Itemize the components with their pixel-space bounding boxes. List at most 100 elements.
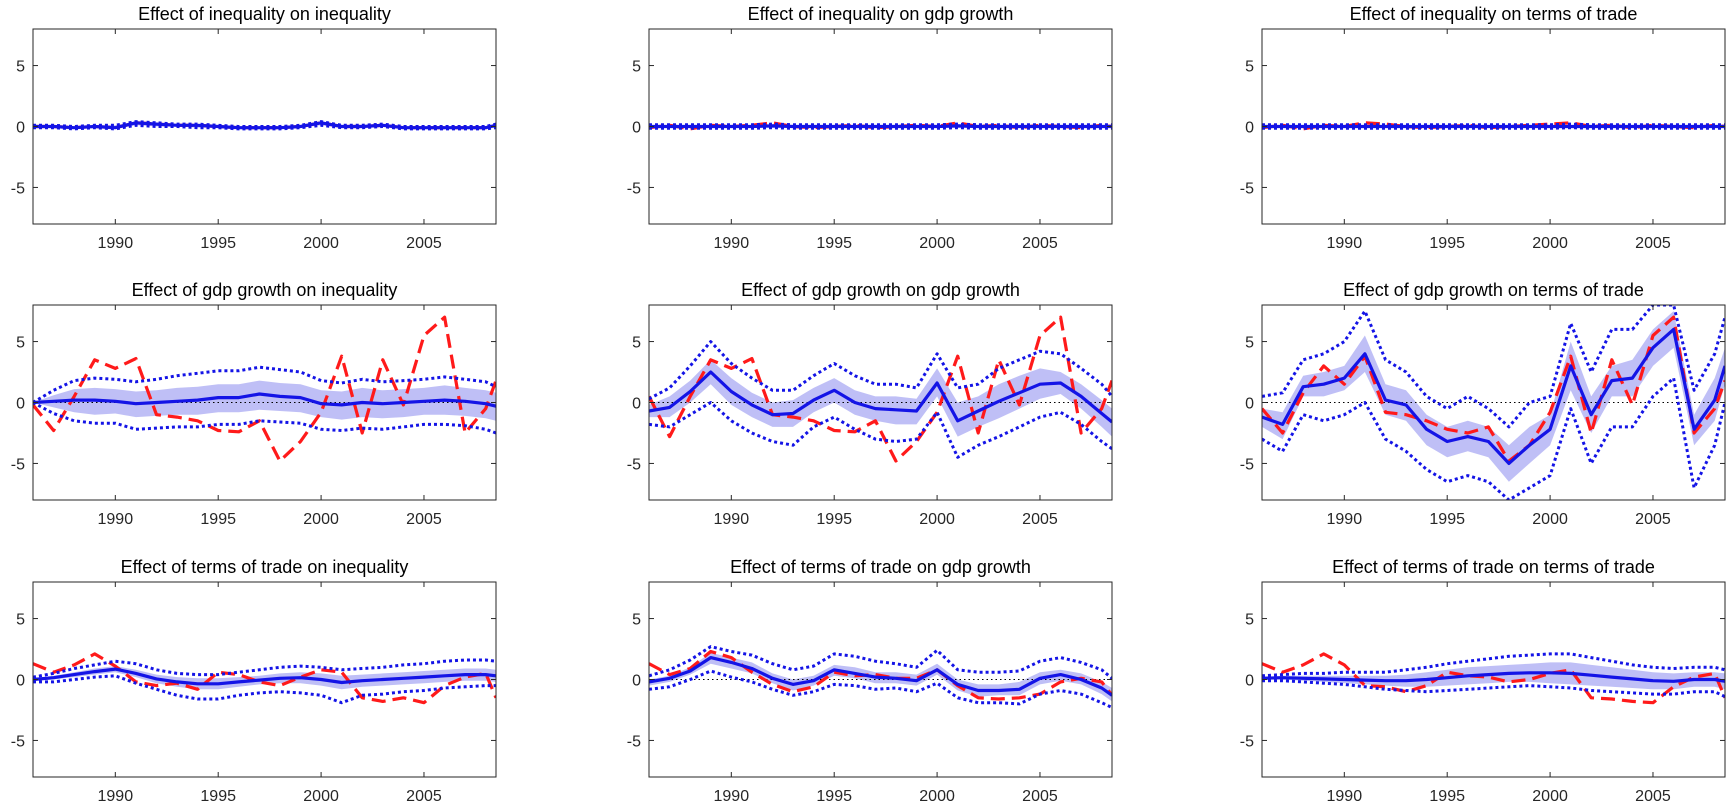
x-tick-label: 2000 (303, 788, 339, 805)
x-tick-label: 1990 (1327, 235, 1363, 252)
x-tick-label: 2005 (1635, 788, 1671, 805)
x-tick-label: 2000 (1532, 511, 1568, 528)
x-tick-label: 1995 (816, 235, 852, 252)
x-tick-label: 2005 (406, 788, 442, 805)
x-tick-label: 1990 (1327, 511, 1363, 528)
y-tick-label: 5 (1245, 335, 1254, 352)
chart-panel-1: -5 0 5 1990 1995 2000 2005 Effect of inequality… (11, 4, 497, 252)
y-tick-label: 0 (16, 396, 25, 413)
bound-upper-line (33, 365, 496, 404)
y-tick-label: 0 (16, 673, 25, 690)
chart-panel-2: -5 0 5 1990 1995 2000 2005 Effect of inequality… (627, 4, 1113, 252)
x-tick-label: 2000 (919, 235, 955, 252)
y-tick-label: 0 (632, 396, 641, 413)
x-tick-label: 1990 (1327, 788, 1363, 805)
plot-content (649, 645, 1112, 709)
confidence-band (649, 359, 1112, 437)
y-tick-label: 5 (1245, 59, 1254, 76)
x-tick-label: 2005 (1635, 235, 1671, 252)
bound-lower-line (1262, 126, 1725, 130)
alternative-series-line (1262, 652, 1725, 705)
x-tick-label: 1990 (98, 511, 134, 528)
y-tick-label: -5 (1240, 733, 1254, 750)
y-tick-label: 5 (1245, 612, 1254, 629)
plot-content (649, 121, 1112, 131)
bound-upper-line (1262, 305, 1725, 429)
bound-upper-line (649, 340, 1112, 401)
chart-title: Effect of terms of trade on gdp growth (730, 557, 1031, 577)
chart-title: Effect of terms of trade on terms of tra… (1332, 557, 1655, 577)
x-tick-label: 1990 (98, 235, 134, 252)
x-tick-label: 1995 (816, 511, 852, 528)
chart-panel-6: -5 0 5 1990 1995 2000 2005 Effect of gdp growth… (1240, 280, 1726, 528)
chart-title: Effect of inequality on gdp growth (748, 4, 1014, 24)
chart-panel-5: -5 0 5 1990 1995 2000 2005 Effect of gdp growth… (627, 280, 1113, 528)
confidence-band (33, 666, 496, 690)
median-response-line (33, 392, 496, 408)
y-tick-label: 5 (16, 612, 25, 629)
bound-upper-line (649, 122, 1112, 127)
x-tick-label: 1990 (714, 511, 750, 528)
x-tick-label: 1995 (200, 788, 236, 805)
chart-title: Effect of inequality on inequality (138, 4, 391, 24)
plot-content (33, 120, 496, 131)
chart-title: Effect of terms of trade on inequality (121, 557, 409, 577)
chart-title: Effect of inequality on terms of trade (1350, 4, 1638, 24)
y-tick-label: 5 (16, 59, 25, 76)
y-tick-label: -5 (11, 180, 25, 197)
plot-content (1262, 121, 1725, 131)
y-tick-label: -5 (11, 733, 25, 750)
plot-content (649, 315, 1112, 463)
x-tick-label: 2005 (1022, 511, 1058, 528)
bound-upper-line (33, 120, 496, 128)
chart-panel-9: -5 0 5 1990 1995 2000 2005 Effect of terms of t… (1240, 557, 1726, 805)
alternative-series-line (33, 652, 496, 705)
bound-lower-line (649, 126, 1112, 130)
median-response-line (649, 370, 1112, 424)
x-tick-label: 2000 (919, 511, 955, 528)
x-tick-label: 2005 (1022, 235, 1058, 252)
alternative-series-line (33, 315, 496, 463)
x-tick-label: 2000 (1532, 788, 1568, 805)
plot-content (33, 652, 496, 705)
x-tick-label: 1995 (1429, 788, 1465, 805)
confidence-band (33, 380, 496, 421)
median-response-line (649, 655, 1112, 697)
median-response-line (33, 667, 496, 686)
bound-lower-line (1262, 679, 1725, 698)
x-tick-label: 1995 (816, 788, 852, 805)
chart-panel-8: -5 0 5 1990 1995 2000 2005 Effect of terms of t… (627, 557, 1113, 805)
y-tick-label: 5 (632, 59, 641, 76)
chart-title: Effect of gdp growth on gdp growth (741, 280, 1020, 300)
y-tick-label: -5 (1240, 456, 1254, 473)
y-tick-label: -5 (627, 456, 641, 473)
y-tick-label: 0 (632, 673, 641, 690)
plot-content (33, 315, 496, 463)
bound-upper-line (1262, 122, 1725, 127)
y-tick-label: 5 (632, 612, 641, 629)
bound-lower-line (1262, 376, 1725, 500)
bound-upper-line (1262, 652, 1725, 678)
plot-content (1262, 305, 1725, 500)
bound-lower-line (33, 674, 496, 705)
y-tick-label: -5 (627, 180, 641, 197)
y-tick-label: -5 (627, 733, 641, 750)
x-tick-label: 1995 (1429, 511, 1465, 528)
bound-lower-line (649, 401, 1112, 459)
y-tick-label: 0 (16, 120, 25, 137)
y-tick-label: 0 (1245, 673, 1254, 690)
y-tick-label: 0 (1245, 396, 1254, 413)
x-tick-label: 1995 (200, 511, 236, 528)
median-response-line (33, 121, 496, 130)
y-tick-label: 0 (1245, 120, 1254, 137)
chart-panel-7: -5 0 5 1990 1995 2000 2005 Effect of terms of t… (11, 557, 497, 805)
median-response-line (1262, 327, 1725, 465)
x-tick-label: 2005 (406, 235, 442, 252)
plot-content (1262, 652, 1725, 705)
x-tick-label: 2005 (1635, 511, 1671, 528)
x-tick-label: 1995 (200, 235, 236, 252)
median-response-line (1262, 671, 1725, 683)
chart-panel-3: -5 0 5 1990 1995 2000 2005 Effect of inequality… (1240, 4, 1726, 252)
bound-upper-line (649, 645, 1112, 680)
